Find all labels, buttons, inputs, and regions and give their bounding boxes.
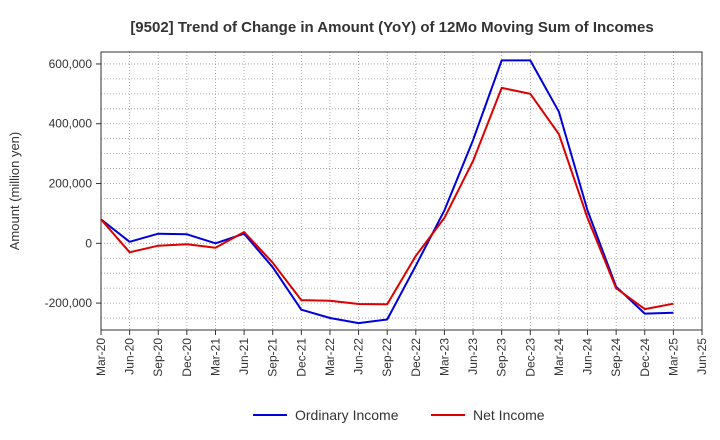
x-tick-label: Sep-24 bbox=[609, 338, 623, 377]
x-tick-label: Mar-24 bbox=[552, 338, 566, 376]
y-axis: 600,000 400,000 200,000 0 -200,000 bbox=[45, 57, 101, 310]
x-tick-label: Mar-25 bbox=[666, 338, 680, 376]
x-tick-label: Jun-20 bbox=[123, 338, 137, 375]
x-tick-label: Jun-23 bbox=[466, 338, 480, 375]
y-axis-label: Amount (million yen) bbox=[7, 132, 22, 251]
y-tick-label: 0 bbox=[85, 236, 92, 250]
x-tick-label: Dec-22 bbox=[409, 338, 423, 377]
legend: Ordinary Income Net Income bbox=[253, 407, 545, 423]
legend-label-ordinary-income: Ordinary Income bbox=[295, 407, 399, 423]
x-tick-label: Mar-20 bbox=[94, 338, 108, 376]
legend-label-net-income: Net Income bbox=[473, 407, 545, 423]
chart-title: [9502] Trend of Change in Amount (YoY) o… bbox=[130, 19, 653, 36]
x-tick-label: Mar-23 bbox=[437, 338, 451, 376]
grid bbox=[100, 52, 703, 330]
x-axis: Mar-20 Jun-20 Sep-20 Dec-20 Mar-21 Jun-21 Sep-… bbox=[94, 330, 709, 377]
series-line-net-income bbox=[100, 86, 674, 311]
x-tick-label: Jun-22 bbox=[352, 338, 366, 375]
x-tick-label: Dec-24 bbox=[638, 338, 652, 377]
x-tick-label: Dec-21 bbox=[294, 338, 308, 377]
x-tick-label: Dec-23 bbox=[523, 338, 537, 377]
x-tick-label: Sep-23 bbox=[495, 338, 509, 377]
x-tick-label: Dec-20 bbox=[180, 338, 194, 377]
series-line-ordinary-income bbox=[100, 59, 674, 325]
y-tick-label: -200,000 bbox=[45, 296, 93, 310]
x-tick-label: Sep-21 bbox=[266, 338, 280, 377]
x-tick-label: Jun-25 bbox=[695, 338, 709, 375]
x-tick-label: Jun-21 bbox=[237, 338, 251, 375]
y-tick-label: 200,000 bbox=[49, 177, 93, 191]
series-layer bbox=[100, 59, 674, 325]
x-tick-label: Sep-22 bbox=[380, 338, 394, 377]
plot-frame bbox=[100, 51, 703, 331]
y-tick-label: 600,000 bbox=[49, 57, 93, 71]
x-tick-label: Sep-20 bbox=[151, 338, 165, 377]
y-tick-label: 400,000 bbox=[49, 117, 93, 131]
x-tick-label: Mar-22 bbox=[323, 338, 337, 376]
x-tick-label: Mar-21 bbox=[208, 338, 222, 376]
x-tick-label: Jun-24 bbox=[581, 338, 595, 375]
